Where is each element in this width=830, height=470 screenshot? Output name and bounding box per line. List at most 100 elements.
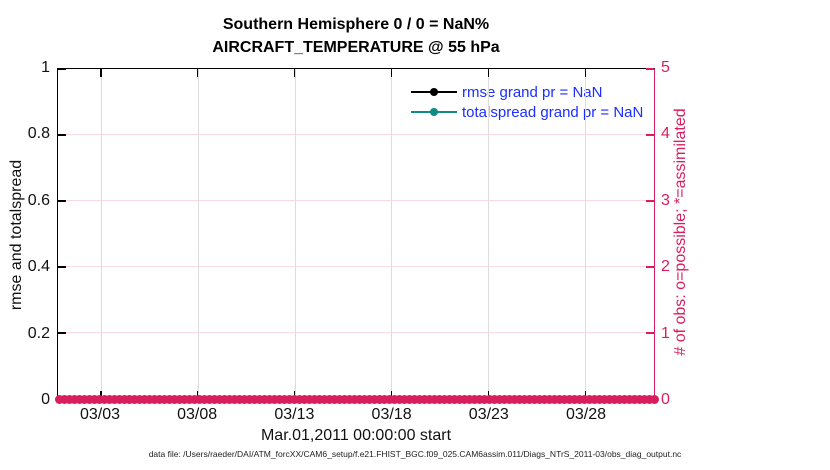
y-tick-label-right: 4 bbox=[661, 125, 670, 143]
x-axis-label: Mar.01,2011 00:00:00 start bbox=[260, 427, 452, 444]
x-tick-top bbox=[100, 69, 102, 77]
obs-marker bbox=[245, 395, 254, 404]
obs-marker bbox=[625, 395, 634, 404]
obs-marker bbox=[215, 395, 224, 404]
obs-marker bbox=[415, 395, 424, 404]
obs-marker bbox=[240, 395, 249, 404]
obs-marker bbox=[390, 395, 399, 404]
obs-marker bbox=[470, 395, 479, 404]
obs-marker bbox=[55, 395, 64, 404]
obs-marker bbox=[200, 395, 209, 404]
obs-marker bbox=[265, 395, 274, 404]
legend-item: totalspread grand pr = NaN bbox=[411, 102, 643, 122]
y-tick-label-left: 0.8 bbox=[27, 125, 50, 143]
obs-marker bbox=[310, 395, 319, 404]
obs-marker bbox=[235, 395, 244, 404]
obs-marker bbox=[465, 395, 474, 404]
obs-marker bbox=[280, 395, 289, 404]
obs-marker bbox=[410, 395, 419, 404]
obs-marker bbox=[425, 395, 434, 404]
obs-marker bbox=[370, 395, 379, 404]
plot-area: rmse grand pr = NaN totalspread grand pr … bbox=[57, 68, 655, 400]
y-tick-left bbox=[58, 68, 66, 70]
y-gridline bbox=[58, 200, 654, 201]
obs-marker bbox=[135, 395, 144, 404]
x-tick-label: 03/23 bbox=[468, 406, 509, 423]
obs-marker bbox=[335, 395, 344, 404]
obs-marker bbox=[170, 395, 179, 404]
obs-marker bbox=[255, 395, 264, 404]
obs-marker bbox=[180, 395, 189, 404]
obs-marker bbox=[585, 395, 594, 404]
obs-marker bbox=[400, 395, 409, 404]
obs-marker bbox=[75, 395, 84, 404]
obs-marker bbox=[420, 395, 429, 404]
obs-marker bbox=[130, 395, 139, 404]
y-tick-right bbox=[646, 134, 654, 136]
obs-marker bbox=[535, 395, 544, 404]
legend-line-sample bbox=[411, 87, 457, 96]
obs-marker bbox=[620, 395, 629, 404]
obs-marker bbox=[60, 395, 69, 404]
x-tick-label: 03/08 bbox=[177, 406, 218, 423]
obs-marker bbox=[645, 395, 654, 404]
obs-marker bbox=[290, 395, 299, 404]
data-file-path: data file: /Users/raeder/DAI/ATM_forcXX/… bbox=[148, 449, 682, 459]
y-gridline bbox=[58, 134, 654, 135]
y-gridline bbox=[58, 266, 654, 267]
y-tick-right bbox=[646, 266, 654, 268]
obs-marker bbox=[595, 395, 604, 404]
obs-marker bbox=[485, 395, 494, 404]
obs-marker bbox=[430, 395, 439, 404]
obs-marker bbox=[450, 395, 459, 404]
obs-marker bbox=[65, 395, 74, 404]
obs-marker bbox=[610, 395, 619, 404]
legend-marker-icon bbox=[430, 87, 438, 96]
y-tick-label-left: 0 bbox=[41, 391, 50, 408]
obs-marker bbox=[395, 395, 404, 404]
obs-marker bbox=[365, 395, 374, 404]
y-tick-right bbox=[646, 68, 654, 70]
obs-marker bbox=[440, 395, 449, 404]
obs-marker bbox=[195, 395, 204, 404]
obs-marker bbox=[165, 395, 174, 404]
y-tick-left bbox=[58, 200, 66, 202]
obs-marker bbox=[510, 395, 519, 404]
obs-marker bbox=[160, 395, 169, 404]
obs-marker bbox=[115, 395, 124, 404]
obs-marker bbox=[575, 395, 584, 404]
obs-marker bbox=[505, 395, 514, 404]
plot-title-line1: Southern Hemisphere 0 / 0 = NaN% bbox=[222, 16, 490, 33]
obs-marker bbox=[555, 395, 564, 404]
obs-marker bbox=[550, 395, 559, 404]
obs-marker bbox=[530, 395, 539, 404]
obs-marker bbox=[540, 395, 549, 404]
obs-marker bbox=[360, 395, 369, 404]
obs-marker bbox=[630, 395, 639, 404]
legend-line-sample bbox=[411, 107, 457, 116]
obs-marker bbox=[355, 395, 364, 404]
x-tick-top bbox=[487, 69, 490, 77]
obs-marker bbox=[445, 395, 454, 404]
obs-marker bbox=[590, 395, 599, 404]
obs-marker bbox=[270, 395, 279, 404]
obs-marker bbox=[525, 395, 534, 404]
obs-marker bbox=[140, 395, 149, 404]
obs-marker bbox=[345, 395, 354, 404]
obs-marker bbox=[285, 395, 294, 404]
y-tick-left bbox=[58, 266, 66, 268]
obs-marker bbox=[185, 395, 194, 404]
obs-marker bbox=[340, 395, 349, 404]
obs-marker bbox=[565, 395, 574, 404]
obs-marker bbox=[405, 395, 414, 404]
y-tick-label-right: 5 bbox=[661, 59, 670, 76]
obs-marker bbox=[85, 395, 94, 404]
obs-marker bbox=[435, 395, 444, 404]
obs-count-zero-marker-band bbox=[55, 395, 659, 404]
y-gridline bbox=[58, 332, 654, 333]
legend: rmse grand pr = NaN totalspread grand pr … bbox=[411, 82, 643, 122]
obs-marker bbox=[520, 395, 529, 404]
obs-marker bbox=[570, 395, 579, 404]
obs-marker bbox=[605, 395, 614, 404]
